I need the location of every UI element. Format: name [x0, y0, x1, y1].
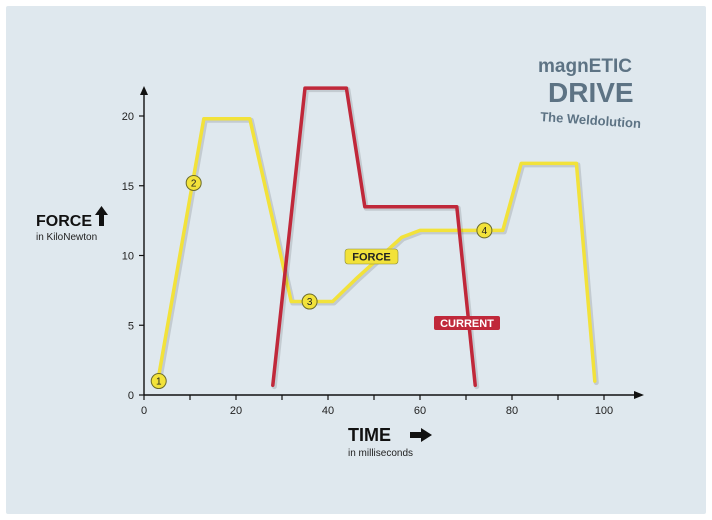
up-arrow-icon	[95, 206, 108, 226]
y-tick-label: 0	[128, 390, 134, 402]
phase-marker-circle	[301, 293, 318, 310]
marker-layer: 1 2 3 4	[150, 174, 493, 390]
phase-marker-4: 4	[476, 222, 493, 239]
y-axis-arrow	[140, 86, 148, 95]
x-axis-arrow	[634, 391, 644, 399]
phase-marker-circle	[150, 373, 167, 390]
phase-marker-2: 2	[185, 174, 202, 191]
axis-ticks: 0 20 40 60 80 100 0 5 10 15 20	[122, 111, 613, 417]
series-layer	[156, 86, 599, 390]
phase-marker-label: 1	[156, 377, 162, 388]
x-tick-label: 0	[141, 405, 147, 417]
x-axis-title: TIME	[348, 425, 391, 445]
current-series-line	[271, 86, 477, 387]
y-axis-subtitle: in KiloNewton	[36, 232, 97, 243]
y-tick-label: 10	[122, 251, 134, 263]
phase-marker-label: 4	[482, 226, 488, 237]
force-series-label: FORCE	[344, 248, 399, 265]
x-tick-label: 40	[322, 405, 334, 417]
phase-marker-label: 2	[191, 178, 197, 189]
magnetic-drive-logo: magnETIC DRIVE The Weldolution	[538, 56, 642, 131]
y-tick-label: 15	[122, 181, 134, 193]
right-arrow-icon	[410, 428, 432, 442]
phase-marker-3: 3	[301, 293, 318, 310]
svg-text:The Weldolution: The Weldolution	[540, 109, 642, 131]
y-tick-label: 5	[128, 320, 134, 332]
phase-marker-circle	[185, 174, 202, 191]
svg-text:CURRENT: CURRENT	[440, 318, 494, 330]
x-tick-label: 80	[506, 405, 518, 417]
svg-text:DRIVE: DRIVE	[548, 77, 634, 108]
svg-text:magnETIC: magnETIC	[538, 56, 632, 77]
y-axis-title: FORCE	[36, 213, 92, 230]
current-series-label: CURRENT	[434, 316, 500, 330]
phase-marker-circle	[476, 222, 493, 239]
x-tick-label: 20	[230, 405, 242, 417]
force-series-line	[156, 117, 597, 383]
y-tick-label: 20	[122, 111, 134, 123]
svg-text:FORCE: FORCE	[352, 252, 391, 264]
phase-marker-label: 3	[307, 297, 313, 308]
x-tick-label: 60	[414, 405, 426, 417]
phase-marker-1: 1	[150, 373, 167, 390]
x-axis-subtitle: in milliseconds	[348, 448, 413, 459]
x-tick-label: 100	[595, 405, 613, 417]
current-line-shadow	[271, 87, 480, 390]
